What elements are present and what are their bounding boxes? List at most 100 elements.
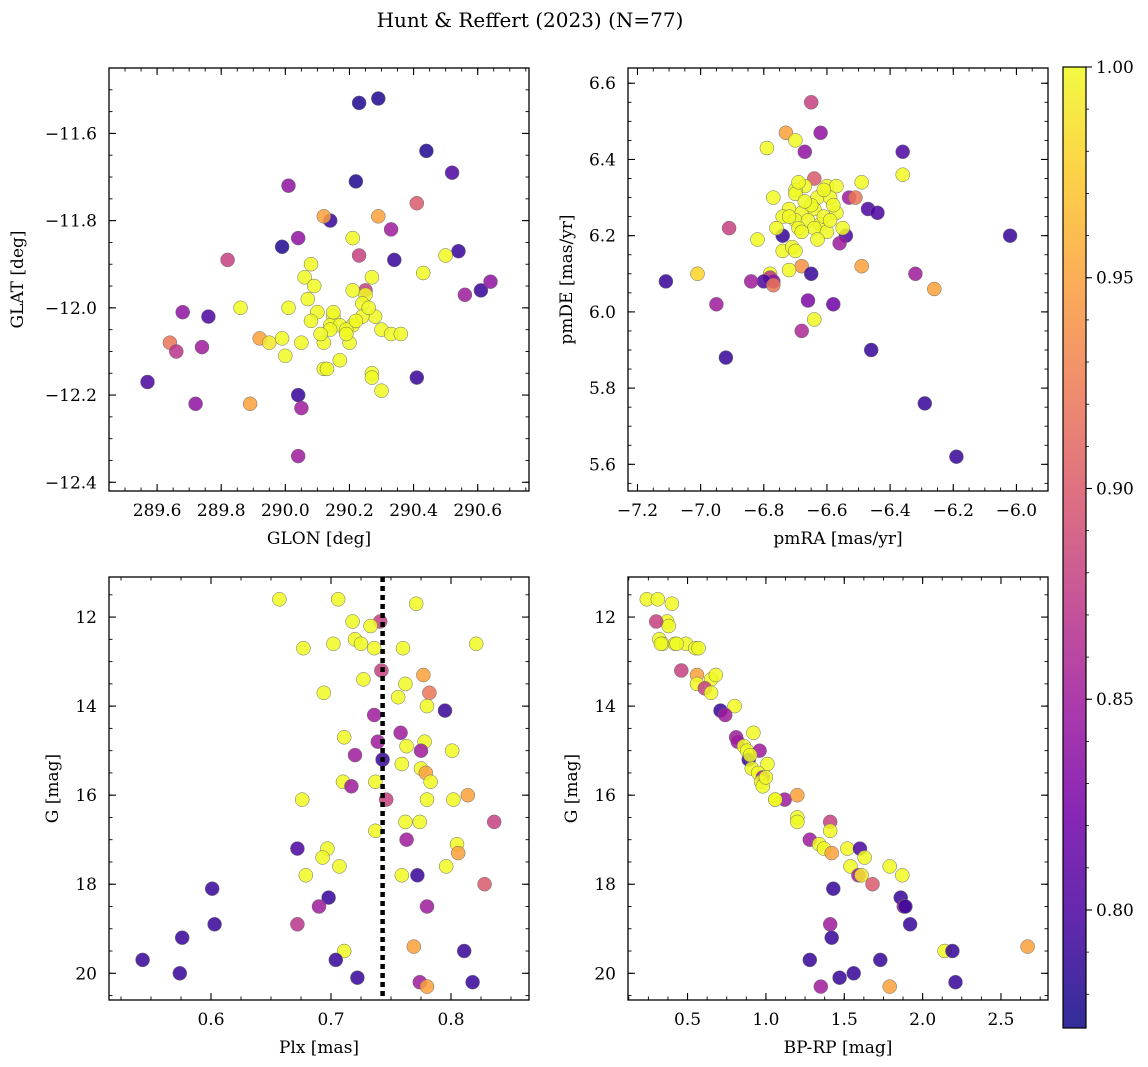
scatter-point bbox=[870, 205, 885, 221]
scatter-point bbox=[135, 952, 150, 968]
scatter-point bbox=[854, 175, 869, 190]
scatter-point bbox=[313, 326, 328, 342]
data-points bbox=[140, 91, 498, 464]
y-tick-label: 14 bbox=[75, 697, 97, 717]
scatter-point bbox=[347, 747, 363, 763]
scatter-point bbox=[387, 252, 402, 268]
x-tick-label: 1.5 bbox=[831, 1010, 858, 1030]
scatter-point bbox=[865, 876, 880, 892]
scatter-point bbox=[788, 243, 803, 259]
scatter-point bbox=[895, 868, 910, 883]
scatter-point bbox=[290, 387, 306, 403]
scatter-point bbox=[791, 175, 806, 190]
scatter-point bbox=[457, 287, 473, 303]
x-tick-label: 0.7 bbox=[317, 1010, 344, 1030]
scatter-point bbox=[303, 313, 319, 329]
scatter-point bbox=[422, 685, 437, 701]
scatter-point bbox=[413, 743, 429, 758]
axes-frame bbox=[627, 576, 1049, 1001]
scatter-point bbox=[846, 966, 861, 981]
x-tick-label: −6.2 bbox=[933, 501, 974, 521]
y-tick-label: 14 bbox=[594, 697, 616, 717]
scatter-point bbox=[416, 667, 431, 683]
scatter-point bbox=[1002, 228, 1018, 243]
scatter-point bbox=[840, 841, 855, 856]
scatter-point bbox=[816, 182, 832, 198]
scatter-point bbox=[661, 618, 676, 634]
scatter-point bbox=[419, 792, 435, 807]
scatter-point bbox=[444, 743, 460, 758]
scatter-point bbox=[281, 178, 296, 193]
scatter-point bbox=[813, 979, 829, 994]
panel-plx-mag: 0.6 0.7 0.8 12 14 16 18 20 Plx [mas] G [mag] bbox=[43, 576, 530, 1058]
scatter-point bbox=[766, 277, 781, 293]
x-axis-label: Plx [mas] bbox=[279, 1038, 359, 1058]
scatter-point bbox=[290, 230, 306, 246]
scatter-point bbox=[345, 230, 360, 246]
scatter-point bbox=[473, 283, 489, 298]
scatter-point bbox=[807, 171, 822, 186]
scatter-point bbox=[201, 309, 216, 324]
y-tick-label: 5.8 bbox=[589, 379, 616, 399]
scatter-point bbox=[742, 747, 758, 763]
scatter-point bbox=[371, 209, 386, 224]
scatter-point bbox=[321, 890, 336, 905]
scatter-point bbox=[345, 283, 360, 298]
scatter-point bbox=[390, 689, 406, 705]
scatter-point bbox=[419, 979, 435, 994]
scatter-point bbox=[339, 326, 354, 342]
scatter-point bbox=[824, 845, 839, 861]
scatter-point bbox=[822, 823, 838, 839]
scatter-point bbox=[824, 930, 839, 945]
scatter-point bbox=[803, 95, 819, 110]
scatter-point bbox=[802, 952, 818, 968]
x-tick-label: 2.0 bbox=[909, 1010, 936, 1030]
scatter-point bbox=[822, 213, 838, 228]
scatter-point bbox=[326, 636, 341, 652]
scatter-point bbox=[468, 636, 484, 652]
scatter-point bbox=[794, 224, 809, 240]
colorbar-tick-label: 0.85 bbox=[1096, 690, 1134, 710]
y-tick-label: 18 bbox=[75, 875, 97, 895]
scatter-point bbox=[873, 952, 888, 968]
y-tick-label: −12.4 bbox=[45, 473, 97, 493]
colorbar-gradient bbox=[1063, 67, 1086, 1028]
scatter-point bbox=[361, 300, 376, 316]
scatter-point bbox=[371, 91, 386, 106]
scatter-point bbox=[486, 814, 502, 830]
scatter-point bbox=[908, 266, 923, 282]
scatter-point bbox=[274, 331, 290, 346]
y-tick-label: 5.6 bbox=[589, 455, 616, 475]
y-axis-label: GLAT [deg] bbox=[8, 230, 28, 328]
scatter-point bbox=[415, 265, 431, 281]
scatter-point bbox=[437, 703, 453, 718]
scatter-point bbox=[648, 614, 664, 629]
scatter-point bbox=[409, 195, 425, 211]
scatter-point bbox=[336, 943, 352, 959]
scatter-point bbox=[303, 256, 319, 272]
scatter-point bbox=[826, 297, 841, 312]
scatter-point bbox=[743, 274, 759, 289]
scatter-point bbox=[854, 258, 869, 274]
scatter-point bbox=[398, 676, 413, 692]
scatter-point bbox=[274, 239, 290, 255]
scatter-point bbox=[708, 667, 724, 683]
scatter-point bbox=[242, 396, 258, 412]
scatter-point bbox=[399, 832, 414, 847]
y-tick-label: 16 bbox=[594, 786, 616, 806]
colorbar-frame bbox=[1062, 66, 1087, 1029]
scatter-point bbox=[691, 640, 706, 656]
scatter-point bbox=[800, 293, 816, 308]
scatter-point bbox=[848, 190, 863, 205]
axes-frame bbox=[108, 67, 530, 492]
scatter-point bbox=[332, 352, 348, 368]
scatter-point bbox=[483, 274, 498, 289]
axes-frame bbox=[108, 576, 530, 1001]
scatter-point bbox=[311, 899, 327, 914]
x-tick-label: 2.5 bbox=[987, 1010, 1014, 1030]
y-tick-label: 18 bbox=[594, 875, 616, 895]
scatter-point bbox=[460, 787, 476, 803]
y-tick-label: −12.0 bbox=[45, 299, 97, 319]
scatter-point bbox=[351, 95, 367, 111]
